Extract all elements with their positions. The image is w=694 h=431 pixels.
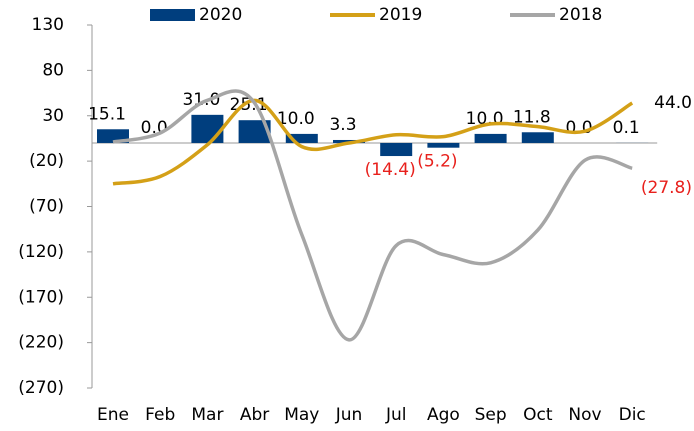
- data-label: 0.1: [613, 118, 640, 138]
- data-label: 31.0: [182, 90, 220, 110]
- x-tick-label: Dic: [619, 405, 646, 425]
- x-tick-label: Ene: [97, 405, 129, 425]
- data-label: 11.8: [513, 107, 551, 127]
- y-tick-label: (20): [29, 151, 64, 171]
- y-tick-label: 130: [32, 15, 64, 35]
- data-label: 3.3: [329, 115, 356, 135]
- bar: [521, 132, 554, 143]
- bar: [380, 142, 413, 157]
- bar: [191, 114, 224, 143]
- data-label: 10.0: [277, 109, 315, 129]
- y-tick-label: 80: [42, 60, 64, 80]
- legend-label: 2018: [559, 5, 602, 25]
- data-label: 0.0: [565, 118, 592, 138]
- x-tick-label: Ago: [427, 405, 460, 425]
- x-tick-label: Oct: [523, 405, 553, 425]
- data-label: 15.1: [88, 104, 126, 124]
- bar: [238, 120, 271, 143]
- x-tick-label: Mar: [191, 405, 223, 425]
- y-tick-label: (70): [29, 197, 64, 217]
- legend-label: 2019: [379, 5, 422, 25]
- line: [112, 98, 634, 186]
- y-tick-label: (220): [18, 333, 64, 353]
- y-tick-label: (120): [18, 242, 64, 262]
- x-tick-label: May: [284, 405, 319, 425]
- y-tick-label: (170): [18, 287, 64, 307]
- data-label: 44.0: [654, 93, 692, 113]
- legend-swatch: [150, 9, 195, 21]
- data-label: (5.2): [417, 152, 457, 172]
- x-tick-label: Nov: [568, 405, 601, 425]
- y-tick-label: 30: [42, 106, 64, 126]
- x-tick-label: Abr: [240, 405, 269, 425]
- bar: [427, 142, 460, 148]
- line: [112, 89, 633, 342]
- x-tick-label: Jul: [385, 405, 407, 425]
- data-label: (14.4): [365, 160, 416, 180]
- bar: [285, 133, 318, 143]
- data-label: (27.8): [641, 178, 692, 198]
- x-tick-label: Sep: [475, 405, 507, 425]
- legend-label: 2020: [199, 5, 242, 25]
- bar: [474, 133, 507, 143]
- x-tick-label: Jun: [335, 405, 363, 425]
- y-tick-label: (270): [18, 378, 64, 398]
- x-tick-label: Feb: [145, 405, 175, 425]
